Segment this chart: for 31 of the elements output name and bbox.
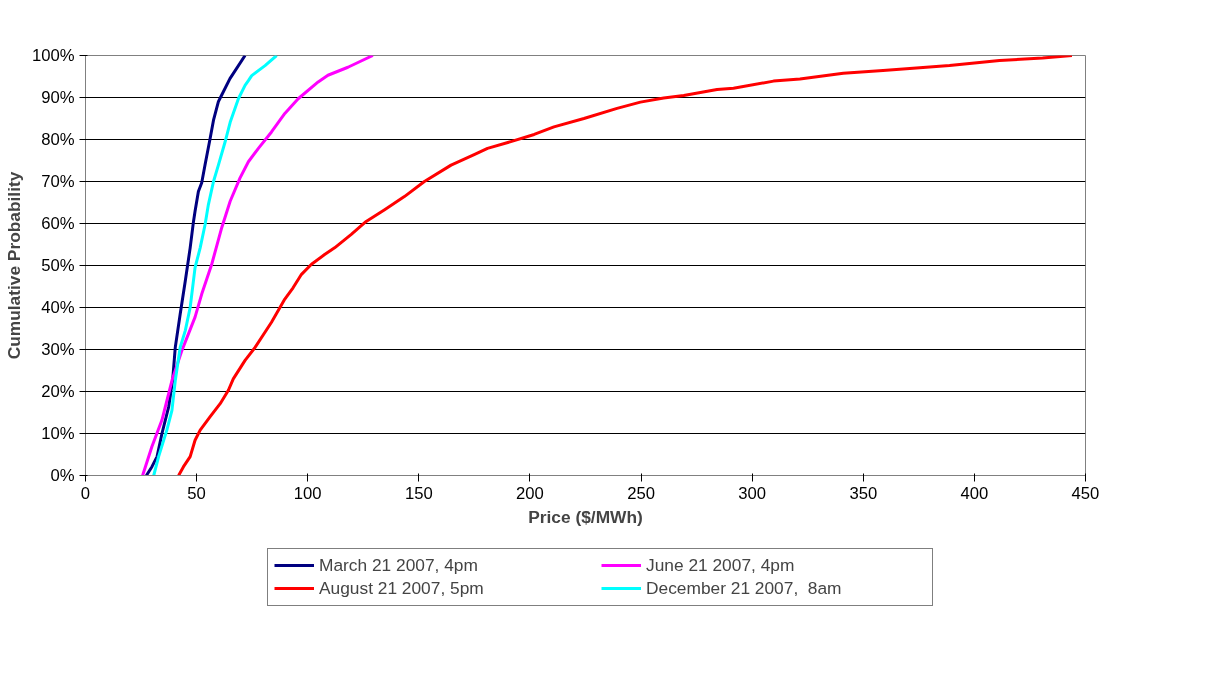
legend-label: August 21 2007, 5pm	[319, 577, 485, 599]
y-tick-label: 0%	[50, 466, 75, 485]
x-tick-label: 50	[187, 483, 206, 503]
legend-label: June 21 2007, 4pm	[646, 554, 796, 576]
legend-label: March 21 2007, 4pm	[319, 554, 479, 576]
y-tick-label: 100%	[31, 46, 75, 65]
x-tick-label: 250	[627, 483, 655, 503]
y-axis-title: Cumulative Probability	[3, 171, 24, 360]
line-series	[152, 55, 279, 476]
y-tick-label: 80%	[41, 130, 75, 149]
x-tick-label: 200	[516, 483, 544, 503]
line-series	[141, 55, 375, 476]
y-tick-label: 50%	[41, 256, 75, 275]
legend-label: December 21 2007, 8am	[646, 577, 843, 599]
x-tick-label: 400	[960, 483, 989, 503]
x-axis-title: Price ($/MWh)	[528, 506, 643, 527]
y-tick-label: 20%	[41, 382, 75, 401]
line-series	[177, 55, 1074, 476]
line-series	[144, 55, 247, 476]
x-tick-label: 0	[80, 483, 91, 503]
y-tick-label: 40%	[41, 298, 75, 317]
y-tick-label: 70%	[41, 172, 75, 191]
x-tick-label: 100	[293, 483, 322, 503]
y-tick-label: 60%	[41, 214, 75, 233]
x-tick-label: 350	[849, 483, 878, 503]
y-tick-label: 90%	[41, 88, 75, 107]
x-tick-label: 450	[1071, 483, 1100, 503]
x-tick-label: 300	[738, 483, 767, 503]
y-tick-label: 10%	[41, 424, 75, 443]
x-tick-label: 150	[404, 483, 433, 503]
y-tick-label: 30%	[41, 340, 75, 359]
